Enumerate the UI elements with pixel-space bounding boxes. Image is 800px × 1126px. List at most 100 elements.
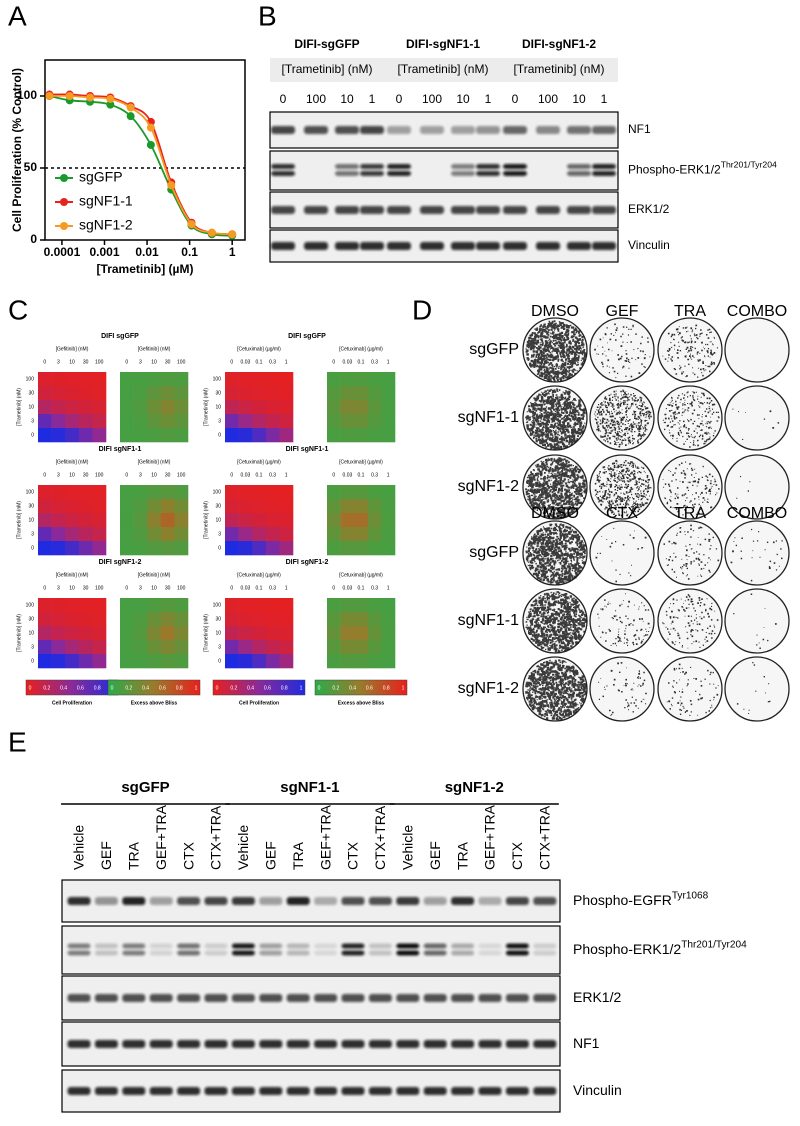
heatmap-cell <box>38 654 52 669</box>
column-header: TRA <box>674 505 706 522</box>
heatmap-x-tick: 100 <box>95 472 104 478</box>
label-superscript: Thr201/Tyr204 <box>681 939 747 950</box>
column-header: DMSO <box>531 505 579 522</box>
blot-band <box>335 242 359 250</box>
heatmap-cell <box>354 598 369 613</box>
heatmap-y-label: [Trametinib] (nM) <box>16 388 22 426</box>
group-header: sgNF1-2 <box>445 779 504 796</box>
heatmap-y-tick: 10 <box>215 404 221 410</box>
heatmap-cell <box>238 598 253 613</box>
blot-band <box>503 126 527 134</box>
heatmap-x-tick: 0 <box>125 585 128 591</box>
heatmap-cell <box>225 626 239 641</box>
heatmap-cell <box>252 428 267 443</box>
heatmap-cell <box>367 428 382 443</box>
well <box>657 317 723 383</box>
column-header: TRA <box>674 303 706 320</box>
blot-band <box>567 242 591 250</box>
heatmap-cell <box>327 414 341 429</box>
label-text: Vinculin <box>573 1082 622 1098</box>
blot-band <box>259 1087 283 1095</box>
heatmap-cell <box>38 541 52 556</box>
blot-band <box>94 943 118 949</box>
heatmap-cell <box>92 372 107 387</box>
heatmap-cell <box>120 428 134 443</box>
group-header: DIFI-sgGFP <box>294 37 359 51</box>
blot-band <box>286 943 310 949</box>
well <box>724 520 790 586</box>
blot-band <box>567 126 591 134</box>
heatmap-x-tick: 0.1 <box>256 472 263 478</box>
heatmap-x-tick: 30 <box>165 359 171 365</box>
heatmap-cell <box>147 513 162 528</box>
heatmap-cell <box>327 626 341 641</box>
heatmap-cell <box>133 386 148 401</box>
colorbar-tick: 0.2 <box>125 685 132 691</box>
heatmap-x-tick: 0 <box>332 359 335 365</box>
heatmap-cell <box>38 372 52 387</box>
heatmap-cell <box>120 612 134 627</box>
y-axis-label: Cell Proliferation (% Control) <box>10 68 24 232</box>
series-line <box>49 95 233 237</box>
heatmap-cell <box>92 640 107 655</box>
heatmap-x-tick: 10 <box>69 585 75 591</box>
row-label: sgGFP <box>469 341 519 358</box>
colorbar-tick: 0 <box>111 685 114 691</box>
heatmap-cell <box>265 612 280 627</box>
blot-band <box>533 897 557 905</box>
heatmap-cell <box>340 527 355 542</box>
heatmap-y-tick: 30 <box>28 616 34 622</box>
heatmap-x-tick: 30 <box>83 359 89 365</box>
row-label: sgNF1-1 <box>458 612 519 629</box>
heatmap-cell <box>160 400 175 415</box>
heatmap-cell <box>381 513 396 528</box>
heatmap-cell <box>174 372 189 387</box>
heatmap-cell <box>147 654 162 669</box>
heatmap-x-tick: 3 <box>139 472 142 478</box>
blot-band <box>592 126 616 134</box>
colorbar-tick: 0.2 <box>332 685 339 691</box>
blot-band <box>149 943 173 949</box>
blot-band <box>231 1040 255 1048</box>
blot-band <box>341 1040 365 1048</box>
heatmap-cell <box>92 485 107 500</box>
heatmap-cell <box>160 428 175 443</box>
heatmap-cell <box>38 386 52 401</box>
heatmap-cell <box>327 541 341 556</box>
heatmap-cell <box>38 527 52 542</box>
heatmap-x-tick: 3 <box>139 359 142 365</box>
heatmap-x-tick: 3 <box>57 585 60 591</box>
heatmap-cell <box>160 485 175 500</box>
heatmap-cell <box>265 527 280 542</box>
heatmap-y-tick: 3 <box>218 418 221 424</box>
heatmap-cell <box>225 485 239 500</box>
blot-band <box>476 126 500 134</box>
heatmap-cell <box>238 527 253 542</box>
heatmap-cell <box>252 414 267 429</box>
heatmap-cell <box>225 372 239 387</box>
colonies <box>525 457 587 520</box>
blot-band <box>360 242 384 250</box>
heatmap-x-tick: 0.3 <box>371 585 378 591</box>
well <box>724 656 790 722</box>
heatmap-cell <box>381 428 396 443</box>
heatmap-cell <box>265 428 280 443</box>
y-tick-label: 50 <box>24 160 38 174</box>
heatmap-y-tick: 0 <box>218 545 221 551</box>
blot-band <box>533 1087 557 1095</box>
blot-band <box>122 943 146 949</box>
heatmap-cell <box>38 414 52 429</box>
blot-band <box>341 950 365 956</box>
heatmap-cell <box>279 499 294 514</box>
heatmap-x-tick: 0.1 <box>358 472 365 478</box>
heatmap-cell <box>174 612 189 627</box>
heatmap-cell <box>147 414 162 429</box>
heatmap-x-tick: 0.3 <box>269 585 276 591</box>
heatmap-cell <box>252 640 267 655</box>
heatmap-cell <box>160 527 175 542</box>
heatmap-x-tick: 1 <box>285 359 288 365</box>
heatmap-x-tick: 3 <box>57 472 60 478</box>
label-text: ERK1/2 <box>573 989 621 1005</box>
heatmap-cell <box>340 400 355 415</box>
heatmap-cell <box>174 640 189 655</box>
